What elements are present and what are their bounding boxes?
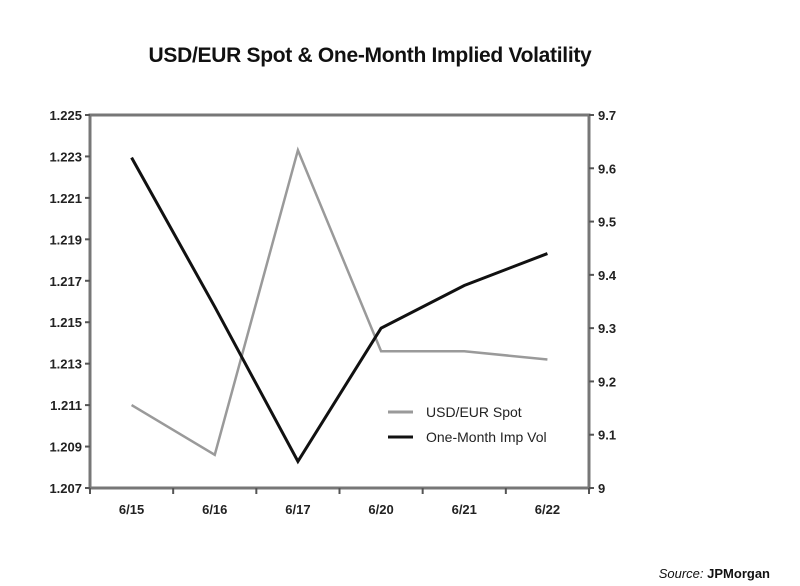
left-tick-label: 1.215 [49,315,82,330]
right-tick-label: 9.2 [598,374,616,389]
left-tick-label: 1.225 [49,108,82,123]
x-tick-label: 6/17 [285,502,310,517]
source-org: JPMorgan [707,566,770,581]
right-tick-label: 9.6 [598,161,616,176]
x-tick-label: 6/15 [119,502,144,517]
right-tick-label: 9.7 [598,108,616,123]
x-tick-label: 6/16 [202,502,227,517]
left-tick-label: 1.217 [49,274,82,289]
left-tick-label: 1.211 [50,398,82,413]
series-line-vol [130,156,548,465]
x-tick-label: 6/22 [535,502,560,517]
left-tick-label: 1.207 [49,481,82,496]
right-tick-label: 9.5 [598,215,616,230]
legend-label: USD/EUR Spot [426,404,522,420]
right-tick-label: 9 [598,481,605,496]
right-tick-label: 9.1 [598,428,616,443]
left-tick-label: 1.219 [49,232,82,247]
left-tick-label: 1.213 [49,357,82,372]
legend-label: One-Month Imp Vol [426,429,547,445]
chart-title: USD/EUR Spot & One-Month Implied Volatil… [148,44,592,67]
source-note: Source: JPMorgan [659,566,770,581]
source-label: Source: [658,566,704,581]
right-tick-label: 9.4 [598,268,617,283]
x-tick-label: 6/21 [452,502,477,517]
x-tick-label: 6/20 [368,502,393,517]
series-line-spot [130,146,548,457]
left-tick-label: 1.221 [49,191,82,206]
right-tick-label: 9.3 [598,321,616,336]
left-tick-label: 1.209 [49,440,82,455]
left-tick-label: 1.223 [49,149,82,164]
